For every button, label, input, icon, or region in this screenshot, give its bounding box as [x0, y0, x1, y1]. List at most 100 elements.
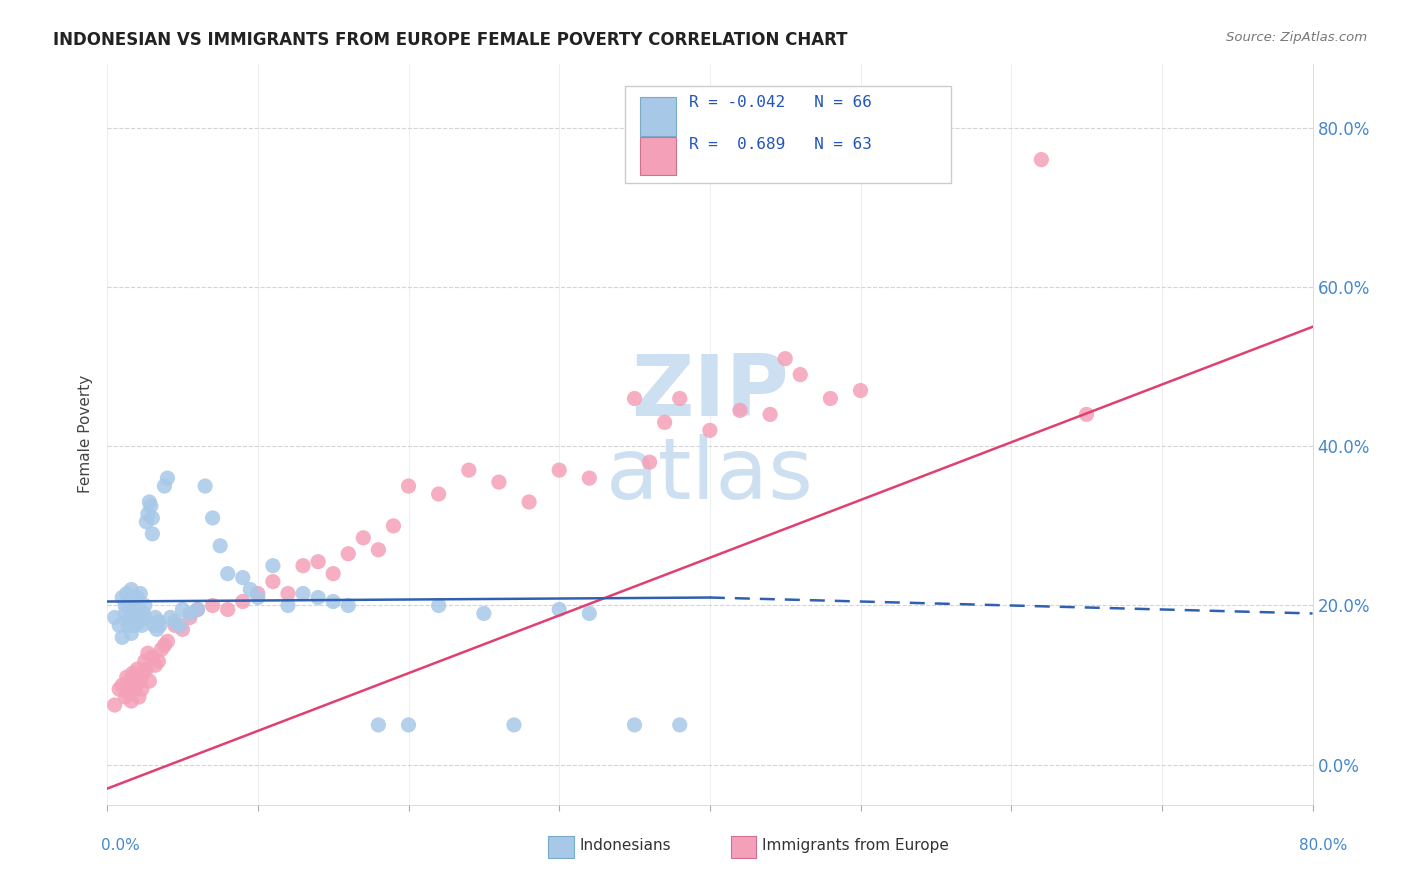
- Point: [638, 455, 661, 469]
- Point: [114, 607, 136, 621]
- Point: [728, 403, 751, 417]
- Point: [118, 610, 141, 624]
- Text: atlas: atlas: [606, 434, 814, 517]
- Point: [124, 618, 146, 632]
- Point: [118, 674, 141, 689]
- Point: [135, 662, 157, 676]
- Point: [125, 678, 148, 692]
- Point: [111, 631, 134, 645]
- Point: [124, 594, 146, 608]
- Text: Source: ZipAtlas.com: Source: ZipAtlas.com: [1226, 31, 1367, 45]
- Point: [623, 718, 645, 732]
- Point: [114, 599, 136, 613]
- Point: [129, 602, 152, 616]
- Point: [517, 495, 540, 509]
- Point: [149, 618, 172, 632]
- Point: [129, 586, 152, 600]
- Point: [277, 599, 299, 613]
- Point: [120, 626, 142, 640]
- Text: ZIP: ZIP: [631, 351, 789, 434]
- Point: [217, 566, 239, 581]
- Text: INDONESIAN VS IMMIGRANTS FROM EUROPE FEMALE POVERTY CORRELATION CHART: INDONESIAN VS IMMIGRANTS FROM EUROPE FEM…: [53, 31, 848, 49]
- Point: [142, 618, 165, 632]
- Point: [148, 615, 170, 629]
- Point: [277, 586, 299, 600]
- Point: [201, 511, 224, 525]
- Point: [104, 698, 127, 712]
- Point: [367, 718, 389, 732]
- Point: [141, 511, 163, 525]
- Point: [114, 690, 136, 704]
- Point: [488, 475, 510, 489]
- Point: [156, 634, 179, 648]
- Point: [623, 392, 645, 406]
- Text: 80.0%: 80.0%: [1299, 838, 1347, 853]
- Point: [820, 392, 842, 406]
- Point: [194, 479, 217, 493]
- Point: [179, 610, 201, 624]
- Point: [398, 479, 420, 493]
- Point: [503, 718, 526, 732]
- Point: [262, 574, 284, 589]
- Point: [548, 463, 571, 477]
- Point: [548, 602, 571, 616]
- Point: [145, 610, 167, 624]
- Point: [115, 586, 138, 600]
- Point: [307, 555, 329, 569]
- Point: [382, 519, 405, 533]
- Point: [322, 594, 344, 608]
- Point: [118, 602, 141, 616]
- Point: [668, 392, 690, 406]
- Point: [145, 658, 167, 673]
- Point: [337, 547, 360, 561]
- Point: [187, 602, 209, 616]
- Point: [146, 623, 169, 637]
- Point: [239, 582, 262, 597]
- Point: [148, 654, 170, 668]
- Point: [128, 690, 150, 704]
- Point: [262, 558, 284, 573]
- Point: [139, 499, 162, 513]
- Point: [108, 618, 131, 632]
- Point: [457, 463, 479, 477]
- Point: [578, 607, 600, 621]
- Point: [322, 566, 344, 581]
- Point: [172, 602, 194, 616]
- Point: [124, 682, 146, 697]
- Point: [1076, 408, 1098, 422]
- Point: [427, 487, 450, 501]
- Text: R =  0.689   N = 63: R = 0.689 N = 63: [689, 136, 872, 152]
- Point: [398, 718, 420, 732]
- Point: [127, 610, 149, 624]
- Bar: [640, 136, 676, 175]
- Point: [169, 618, 191, 632]
- Point: [668, 718, 690, 732]
- Point: [156, 471, 179, 485]
- Point: [121, 607, 143, 621]
- Point: [111, 591, 134, 605]
- Point: [699, 423, 721, 437]
- Point: [578, 471, 600, 485]
- Text: R = -0.042   N = 66: R = -0.042 N = 66: [689, 95, 872, 110]
- Point: [117, 686, 139, 700]
- Point: [337, 599, 360, 613]
- Point: [773, 351, 796, 366]
- Point: [789, 368, 811, 382]
- Point: [201, 599, 224, 613]
- Point: [179, 607, 201, 621]
- Point: [232, 594, 254, 608]
- Point: [141, 526, 163, 541]
- Point: [153, 479, 176, 493]
- Point: [117, 618, 139, 632]
- Point: [153, 638, 176, 652]
- Text: Indonesians: Indonesians: [579, 838, 671, 853]
- Point: [292, 586, 315, 600]
- Point: [115, 670, 138, 684]
- Point: [759, 408, 782, 422]
- Point: [111, 678, 134, 692]
- Point: [427, 599, 450, 613]
- Point: [104, 610, 127, 624]
- Point: [120, 582, 142, 597]
- FancyBboxPatch shape: [626, 87, 950, 183]
- Point: [131, 682, 153, 697]
